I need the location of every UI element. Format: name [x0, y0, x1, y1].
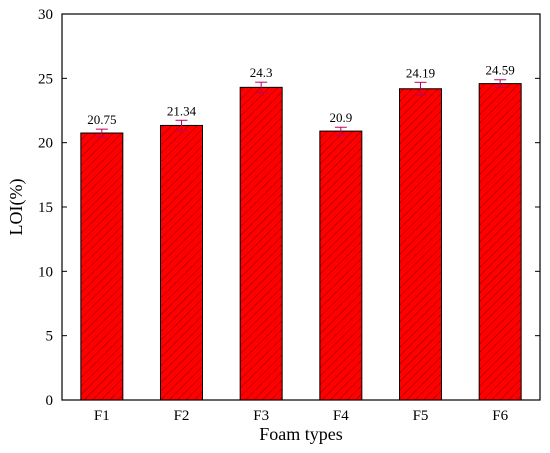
y-axis-title: LOI(%): [6, 179, 27, 236]
y-tick-label: 10: [38, 264, 53, 280]
bar: [319, 130, 363, 401]
x-tick-label: F5: [413, 408, 429, 424]
y-tick-label: 30: [38, 7, 53, 23]
data-label: 20.75: [87, 112, 116, 127]
data-label: 24.3: [250, 65, 273, 80]
data-label: 24.19: [406, 65, 435, 80]
x-axis-title: Foam types: [259, 424, 343, 444]
x-tick-label: F6: [492, 408, 508, 424]
y-tick-label: 15: [38, 200, 53, 216]
y-tick-label: 5: [46, 329, 54, 345]
y-tick-label: 20: [38, 136, 53, 152]
bar: [478, 83, 522, 401]
bar: [80, 132, 124, 401]
x-tick-label: F1: [94, 408, 110, 424]
x-tick-label: F2: [174, 408, 190, 424]
bar: [399, 88, 442, 401]
x-tick-label: F4: [333, 408, 349, 424]
y-tick-label: 25: [38, 71, 53, 87]
bar: [160, 124, 203, 401]
data-label: 20.9: [329, 110, 352, 125]
data-label: 24.59: [486, 63, 515, 78]
plot-frame: [61, 13, 541, 401]
x-tick-label: F3: [253, 408, 269, 424]
bar: [239, 86, 283, 401]
data-label: 21.34: [167, 103, 197, 118]
y-tick-label: 0: [46, 393, 54, 409]
